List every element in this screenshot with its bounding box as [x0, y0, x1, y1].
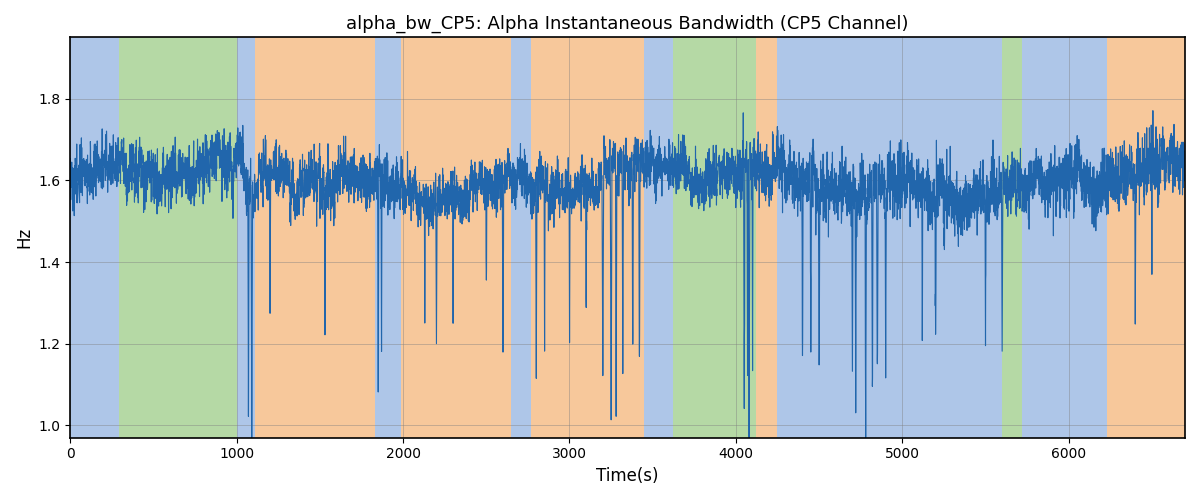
Bar	[1002, 38, 1022, 438]
Bar	[256, 38, 374, 438]
Bar	[644, 38, 673, 438]
Bar	[71, 38, 119, 438]
Bar	[119, 38, 236, 438]
X-axis label: Time(s): Time(s)	[596, 467, 659, 485]
Bar	[236, 38, 256, 438]
Bar	[756, 38, 778, 438]
Bar	[511, 38, 532, 438]
Bar	[1022, 38, 1106, 438]
Bar	[402, 38, 511, 438]
Y-axis label: Hz: Hz	[14, 227, 32, 248]
Title: alpha_bw_CP5: Alpha Instantaneous Bandwidth (CP5 Channel): alpha_bw_CP5: Alpha Instantaneous Bandwi…	[347, 15, 908, 34]
Bar	[1106, 38, 1200, 438]
Bar	[852, 38, 1002, 438]
Bar	[374, 38, 402, 438]
Bar	[532, 38, 644, 438]
Bar	[673, 38, 756, 438]
Bar	[778, 38, 852, 438]
